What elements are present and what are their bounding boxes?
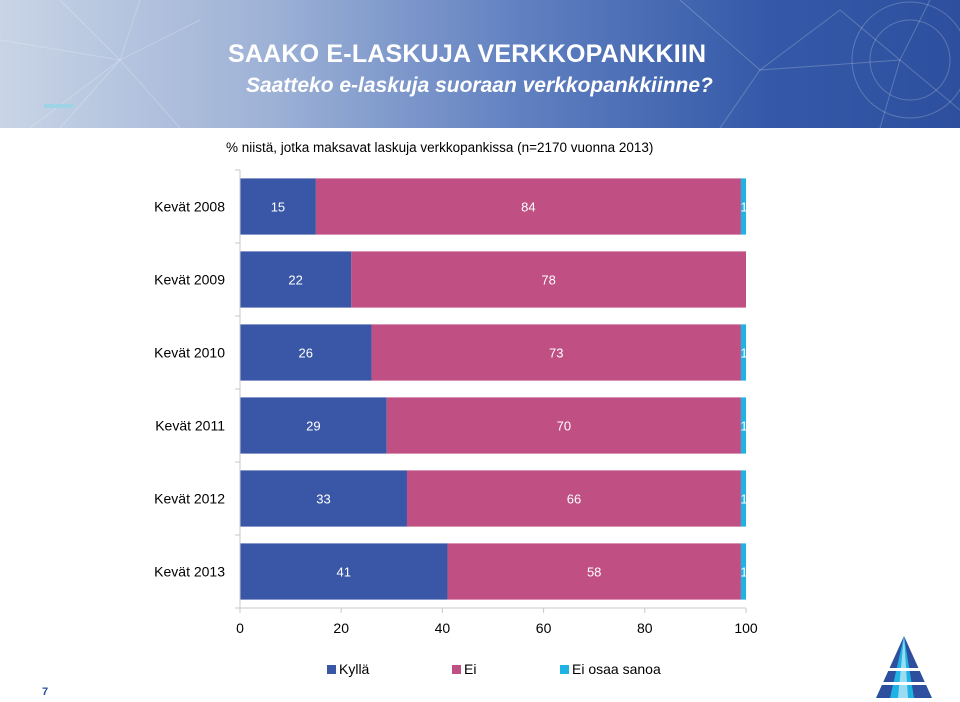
data-label-ei-osaa-sanoa-6: 1 [740,565,747,580]
bars-layer: 15 84 1 22 78 26 73 1 29 70 1 33 66 1 41 58 1 [240,178,748,600]
data-label-ei-4: 70 [557,419,571,434]
axes-layer: Kevät 2008 Kevät 2009 Kevät 2010 Kevät 2011… [154,169,758,636]
header-accent-bar [44,104,74,108]
data-label-ei-6: 58 [587,565,601,580]
bar-kyll-4 [240,397,387,454]
slide-header: SAAKO E-LASKUJA VERKKOPANKKIIN Saatteko … [0,0,960,128]
category-label-1: Kevät 2008 [154,199,225,215]
legend-label-kyll: Kyllä [339,661,370,677]
legend-swatch-kyll [327,665,336,674]
slide-title: SAAKO E-LASKUJA VERKKOPANKKIIN [228,40,707,68]
page-number: 7 [42,686,49,698]
bar-kyll-6 [240,543,448,600]
category-label-2: Kevät 2009 [154,272,225,288]
bar-ei-osaa-sanoa-4 [740,397,746,454]
data-label-ei-1: 84 [521,200,535,215]
bar-ei-5 [406,470,741,527]
category-label-5: Kevät 2012 [154,491,225,507]
bar-kyll-1 [240,178,316,235]
chart-note: % niistä, jotka maksavat laskuja verkkop… [226,140,654,155]
data-label-kyll-3: 26 [299,346,313,361]
data-label-ei-3: 73 [549,346,563,361]
bar-ei-osaa-sanoa-6 [740,543,746,600]
legend-swatch-ei-osaa-sanoa [560,665,569,674]
category-label-4: Kevät 2011 [155,418,225,434]
x-tick-label-40: 40 [435,620,451,636]
x-tick-label-60: 60 [536,620,552,636]
x-tick-label-0: 0 [236,620,244,636]
category-label-3: Kevät 2010 [154,345,225,361]
bar-ei-3 [371,324,741,381]
legend-swatch-ei [452,665,461,674]
legend-label-ei-osaa-sanoa: Ei osaa sanoa [572,661,661,677]
data-label-ei-osaa-sanoa-1: 1 [740,200,747,215]
x-tick-label-80: 80 [637,620,653,636]
company-logo [874,636,936,698]
x-tick-label-100: 100 [734,620,758,636]
category-label-6: Kevät 2013 [154,564,225,580]
bar-ei-6 [447,543,741,600]
bar-kyll-5 [240,470,407,527]
data-label-kyll-4: 29 [306,419,320,434]
bar-ei-osaa-sanoa-1 [740,178,746,235]
bar-kyll-3 [240,324,372,381]
bar-ei-osaa-sanoa-5 [740,470,746,527]
bar-ei-2 [351,251,746,308]
data-label-kyll-5: 33 [316,492,330,507]
data-label-ei-osaa-sanoa-3: 1 [740,346,747,361]
chart-legend: Kyllä Ei Ei osaa sanoa [327,661,661,677]
data-label-kyll-2: 22 [288,273,302,288]
header-pattern [0,0,960,128]
data-label-kyll-6: 41 [336,565,350,580]
data-label-ei-5: 66 [567,492,581,507]
data-label-ei-osaa-sanoa-5: 1 [740,492,747,507]
bar-ei-osaa-sanoa-3 [740,324,746,381]
legend-label-ei: Ei [464,661,476,677]
slide-subtitle: Saatteko e-laskuja suoraan verkkopankkii… [246,74,713,97]
bar-ei-4 [386,397,741,454]
data-label-ei-2: 78 [541,273,555,288]
bar-kyll-2 [240,251,352,308]
bar-ei-1 [315,178,741,235]
x-tick-label-20: 20 [333,620,349,636]
data-label-kyll-1: 15 [271,200,285,215]
data-label-ei-osaa-sanoa-4: 1 [740,419,747,434]
